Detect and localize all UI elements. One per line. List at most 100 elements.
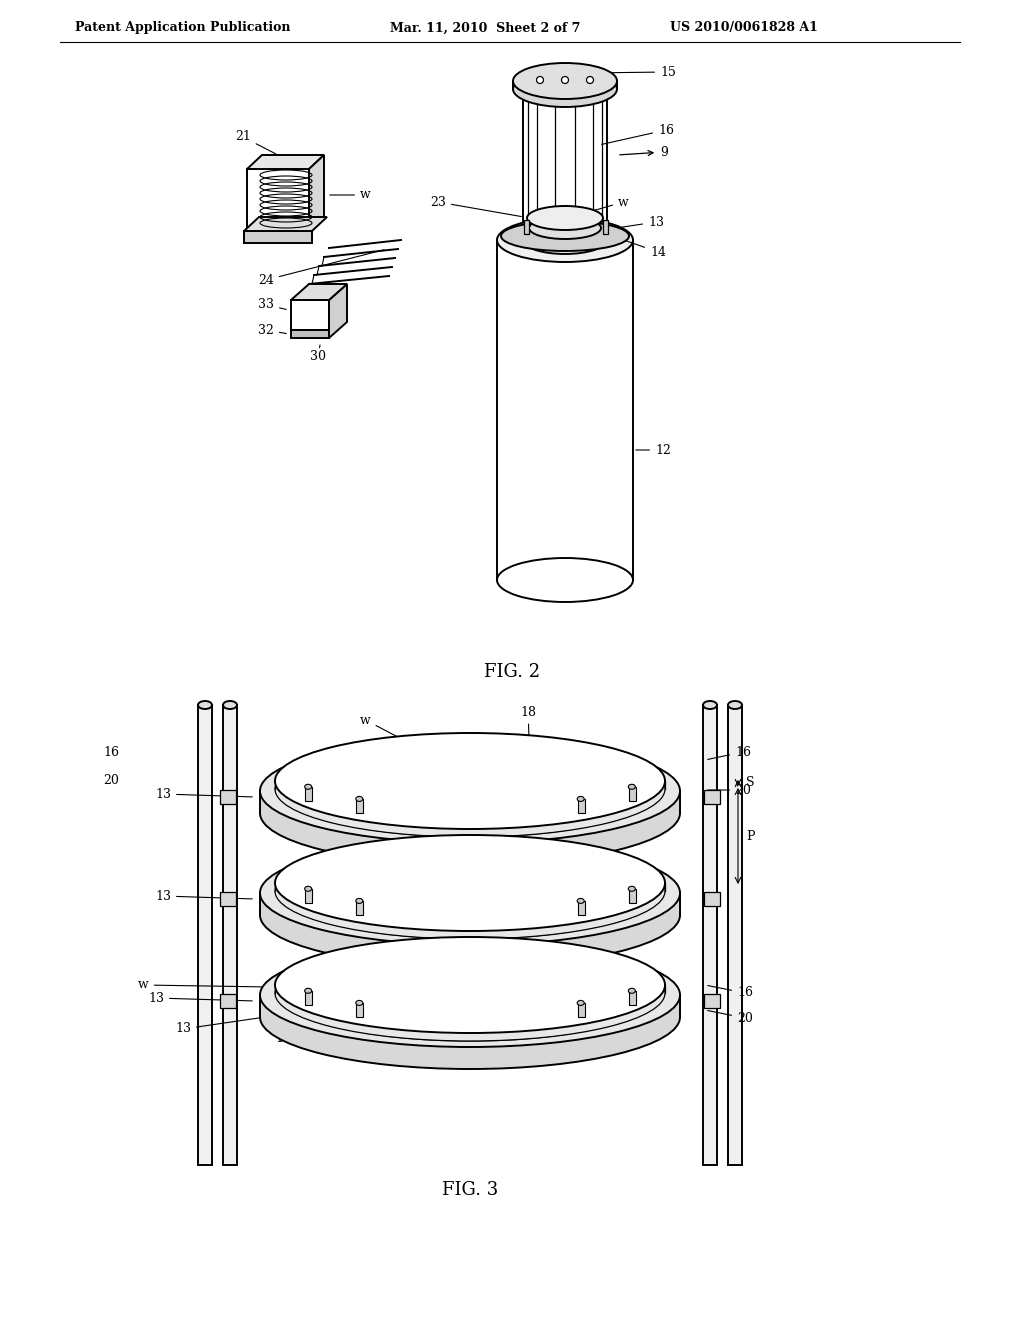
Bar: [220, 892, 236, 906]
Ellipse shape: [578, 899, 584, 903]
Bar: [703, 705, 717, 1166]
Text: 21: 21: [234, 131, 275, 153]
Circle shape: [587, 77, 594, 83]
Circle shape: [561, 77, 568, 83]
Text: P: P: [746, 829, 755, 842]
Ellipse shape: [275, 843, 665, 939]
Bar: [578, 799, 585, 813]
Ellipse shape: [198, 701, 212, 709]
Ellipse shape: [728, 701, 742, 709]
Text: 20: 20: [708, 1011, 753, 1024]
Text: w: w: [578, 195, 629, 215]
Ellipse shape: [260, 841, 680, 945]
Text: 13: 13: [175, 1012, 297, 1035]
Bar: [305, 787, 312, 801]
Polygon shape: [247, 154, 324, 169]
Ellipse shape: [501, 220, 629, 251]
Ellipse shape: [275, 741, 665, 837]
Ellipse shape: [578, 796, 584, 801]
Bar: [629, 888, 636, 903]
Bar: [356, 799, 364, 813]
Ellipse shape: [578, 1001, 584, 1006]
Ellipse shape: [629, 989, 635, 993]
Ellipse shape: [275, 733, 665, 829]
Text: 32: 32: [258, 323, 287, 337]
Text: 23: 23: [430, 195, 521, 216]
Bar: [305, 888, 312, 903]
Bar: [356, 902, 364, 915]
Text: 30: 30: [310, 345, 326, 363]
Bar: [705, 892, 720, 906]
Bar: [223, 705, 237, 1166]
Bar: [629, 991, 636, 1005]
Polygon shape: [244, 216, 327, 231]
Bar: [356, 1003, 364, 1016]
Text: US 2010/0061828 A1: US 2010/0061828 A1: [670, 21, 818, 34]
Ellipse shape: [355, 899, 362, 903]
Bar: [220, 994, 236, 1008]
Bar: [305, 991, 312, 1005]
Ellipse shape: [285, 847, 655, 939]
Ellipse shape: [260, 762, 680, 865]
Ellipse shape: [275, 945, 665, 1041]
Text: 20: 20: [708, 784, 751, 796]
Text: 33: 33: [258, 298, 287, 312]
Ellipse shape: [497, 558, 633, 602]
Text: 9: 9: [620, 145, 668, 158]
Text: 16: 16: [708, 746, 751, 759]
Polygon shape: [291, 284, 347, 300]
Bar: [524, 220, 529, 234]
Text: 13: 13: [155, 890, 252, 903]
Bar: [247, 169, 309, 231]
Text: 17: 17: [275, 1027, 368, 1045]
Bar: [291, 330, 329, 338]
Ellipse shape: [529, 224, 601, 247]
Ellipse shape: [629, 784, 635, 789]
Text: w: w: [330, 189, 371, 202]
Text: w: w: [138, 978, 267, 991]
Text: 14: 14: [621, 239, 666, 259]
Ellipse shape: [355, 796, 362, 801]
Bar: [291, 300, 329, 330]
Ellipse shape: [275, 836, 665, 931]
Ellipse shape: [513, 71, 617, 107]
Text: w: w: [360, 714, 437, 758]
Polygon shape: [309, 154, 324, 231]
Ellipse shape: [355, 1001, 362, 1006]
Bar: [629, 787, 636, 801]
Ellipse shape: [305, 886, 311, 891]
Ellipse shape: [285, 744, 655, 837]
Text: 18: 18: [315, 1026, 408, 1045]
Ellipse shape: [305, 989, 311, 993]
Bar: [705, 994, 720, 1008]
Bar: [244, 231, 312, 243]
Bar: [603, 220, 608, 234]
Text: 13: 13: [155, 788, 252, 800]
Bar: [578, 1003, 585, 1016]
Bar: [198, 705, 212, 1166]
Text: 18d: 18d: [530, 1010, 623, 1039]
Ellipse shape: [527, 206, 603, 230]
Ellipse shape: [629, 886, 635, 891]
Text: 18: 18: [520, 705, 536, 760]
Text: 13: 13: [148, 991, 252, 1005]
Text: S: S: [746, 776, 755, 789]
Ellipse shape: [285, 949, 655, 1041]
Bar: [705, 789, 720, 804]
Text: Patent Application Publication: Patent Application Publication: [75, 21, 291, 34]
Text: 18: 18: [406, 1026, 498, 1045]
Ellipse shape: [275, 937, 665, 1034]
Text: 18b: 18b: [362, 1027, 453, 1045]
Ellipse shape: [260, 942, 680, 1047]
Bar: [260, 894, 680, 915]
Text: FIG. 3: FIG. 3: [442, 1181, 498, 1199]
Text: 16: 16: [602, 124, 674, 144]
Ellipse shape: [497, 218, 633, 261]
Ellipse shape: [223, 701, 237, 709]
Text: 13: 13: [606, 215, 664, 230]
Bar: [578, 902, 585, 915]
Ellipse shape: [260, 965, 680, 1069]
Bar: [220, 789, 236, 804]
Text: FIG. 2: FIG. 2: [484, 663, 540, 681]
Text: 12: 12: [636, 444, 671, 457]
